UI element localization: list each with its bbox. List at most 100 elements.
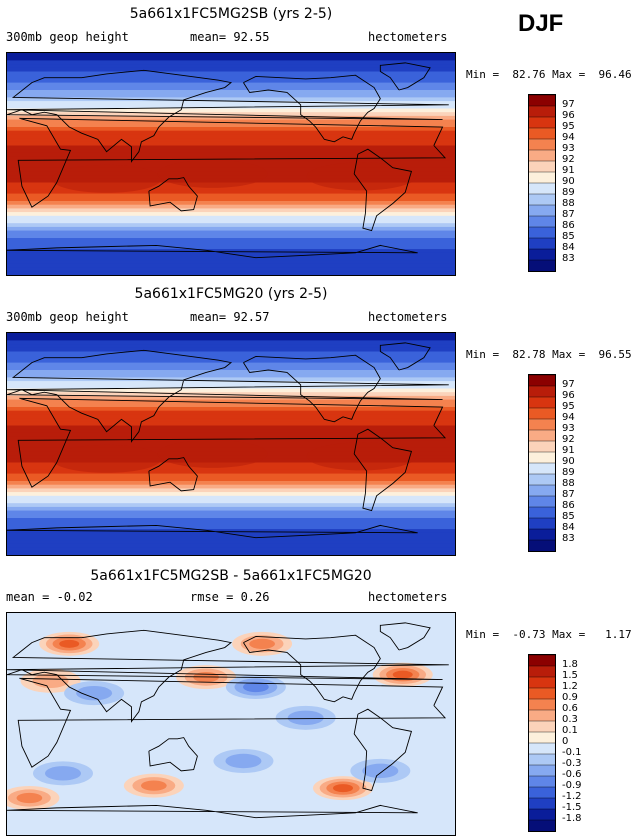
coastline bbox=[17, 677, 447, 768]
contour-band bbox=[7, 271, 455, 275]
contour-band bbox=[7, 466, 455, 471]
panel-2-variable-label: 300mb geop height bbox=[6, 310, 129, 324]
colorbar-swatch bbox=[529, 249, 555, 261]
panel-3-minmax: Min = -0.73 Max = 1.17 bbox=[466, 628, 632, 641]
contour-band bbox=[7, 82, 455, 87]
contour-band bbox=[7, 197, 455, 202]
coastline bbox=[7, 804, 418, 819]
contour-band bbox=[7, 215, 455, 221]
colorbar-label: -0.9 bbox=[562, 780, 582, 791]
contour-band bbox=[7, 53, 455, 58]
contour-band bbox=[7, 90, 455, 95]
contour-band bbox=[7, 410, 455, 415]
coastline bbox=[7, 524, 418, 539]
coastline bbox=[148, 177, 198, 212]
contour-band bbox=[157, 159, 268, 188]
colorbar-swatch bbox=[529, 205, 555, 217]
colorbar-label: 92 bbox=[562, 154, 575, 165]
coastline bbox=[148, 737, 198, 772]
contour-band bbox=[7, 499, 455, 504]
panel-3-mean-label: mean = -0.02 bbox=[6, 590, 93, 604]
contour-band bbox=[7, 414, 455, 419]
contour-band bbox=[7, 101, 455, 106]
contour-band bbox=[7, 123, 455, 128]
colorbar-swatch bbox=[529, 518, 555, 530]
colorbar-label: 94 bbox=[562, 412, 575, 423]
panel-1-mean-label: mean= 92.55 bbox=[190, 30, 270, 44]
panel-2-mean-label: mean= 92.57 bbox=[190, 310, 270, 324]
colorbar-label: 0.9 bbox=[562, 692, 578, 703]
panel-3-rmse-label: rmse = 0.26 bbox=[190, 590, 270, 604]
panel-3-map bbox=[6, 612, 456, 836]
colorbar-label: 96 bbox=[562, 110, 575, 121]
colorbar-label: 84 bbox=[562, 522, 575, 533]
colorbar-swatch bbox=[529, 699, 555, 711]
panel-1-map bbox=[6, 52, 456, 276]
season-label: DJF bbox=[518, 10, 564, 37]
panel-2-map bbox=[6, 332, 456, 556]
contour-band bbox=[7, 407, 455, 412]
contour-band bbox=[7, 333, 455, 338]
colorbar-swatch bbox=[529, 117, 555, 129]
colorbar-swatch bbox=[529, 452, 555, 464]
colorbar-label: 89 bbox=[562, 187, 575, 198]
colorbar-swatch bbox=[529, 95, 555, 107]
contour-band bbox=[16, 792, 43, 804]
coastline bbox=[353, 708, 413, 792]
coastline bbox=[353, 148, 413, 232]
colorbar-swatch bbox=[529, 809, 555, 821]
contour-band bbox=[7, 130, 455, 135]
contour-band bbox=[7, 152, 455, 158]
colorbar-label: 94 bbox=[562, 132, 575, 143]
colorbar-label: 91 bbox=[562, 165, 575, 176]
contour-band bbox=[7, 141, 455, 147]
contour-band bbox=[7, 75, 455, 80]
contour-band bbox=[7, 189, 455, 195]
colorbar-swatch bbox=[529, 397, 555, 409]
colorbar-label: 97 bbox=[562, 99, 575, 110]
colorbar-label: 92 bbox=[562, 434, 575, 445]
colorbar-swatch bbox=[529, 128, 555, 140]
colorbar-swatch bbox=[529, 430, 555, 442]
contour-band bbox=[7, 429, 455, 434]
colorbar-swatch bbox=[529, 408, 555, 420]
contour-band bbox=[7, 127, 455, 132]
contour-band bbox=[7, 78, 455, 84]
panel-2-units-label: hectometers bbox=[368, 310, 448, 324]
contour-band bbox=[7, 358, 455, 364]
coastline bbox=[7, 244, 418, 259]
colorbar-swatch bbox=[529, 106, 555, 118]
colorbar-label: 87 bbox=[562, 209, 575, 220]
contour-band bbox=[7, 230, 455, 235]
panel-2-title: 5a661x1FC5MG20 (yrs 2-5) bbox=[134, 286, 328, 302]
contour-band bbox=[7, 97, 455, 102]
contour-band bbox=[7, 64, 455, 69]
contour-band bbox=[7, 138, 455, 143]
colorbar-swatch bbox=[529, 474, 555, 486]
colorbar-swatch bbox=[529, 776, 555, 788]
contour-band bbox=[59, 639, 80, 648]
contour-band bbox=[7, 355, 455, 360]
colorbar-label: 90 bbox=[562, 176, 575, 187]
colorbar-label: 89 bbox=[562, 467, 575, 478]
colorbar-swatch bbox=[529, 139, 555, 151]
contour-band bbox=[7, 521, 455, 526]
contour-band bbox=[7, 86, 455, 91]
coastline bbox=[353, 428, 413, 512]
colorbar-label: 83 bbox=[562, 253, 575, 264]
panel-1-colorbar bbox=[528, 94, 556, 272]
contour-band bbox=[7, 134, 455, 139]
colorbar-label: -0.1 bbox=[562, 747, 582, 758]
colorbar-label: -0.3 bbox=[562, 758, 582, 769]
contour-band bbox=[7, 388, 455, 393]
contour-band bbox=[7, 267, 455, 272]
contour-band bbox=[45, 766, 81, 781]
contour-band bbox=[7, 536, 455, 541]
colorbar-label: -1.8 bbox=[562, 813, 582, 824]
colorbar-swatch bbox=[529, 216, 555, 228]
contour-band bbox=[7, 344, 455, 349]
colorbar-label: 95 bbox=[562, 401, 575, 412]
colorbar-swatch bbox=[529, 710, 555, 722]
contour-band bbox=[7, 392, 455, 397]
colorbar-swatch bbox=[529, 150, 555, 162]
